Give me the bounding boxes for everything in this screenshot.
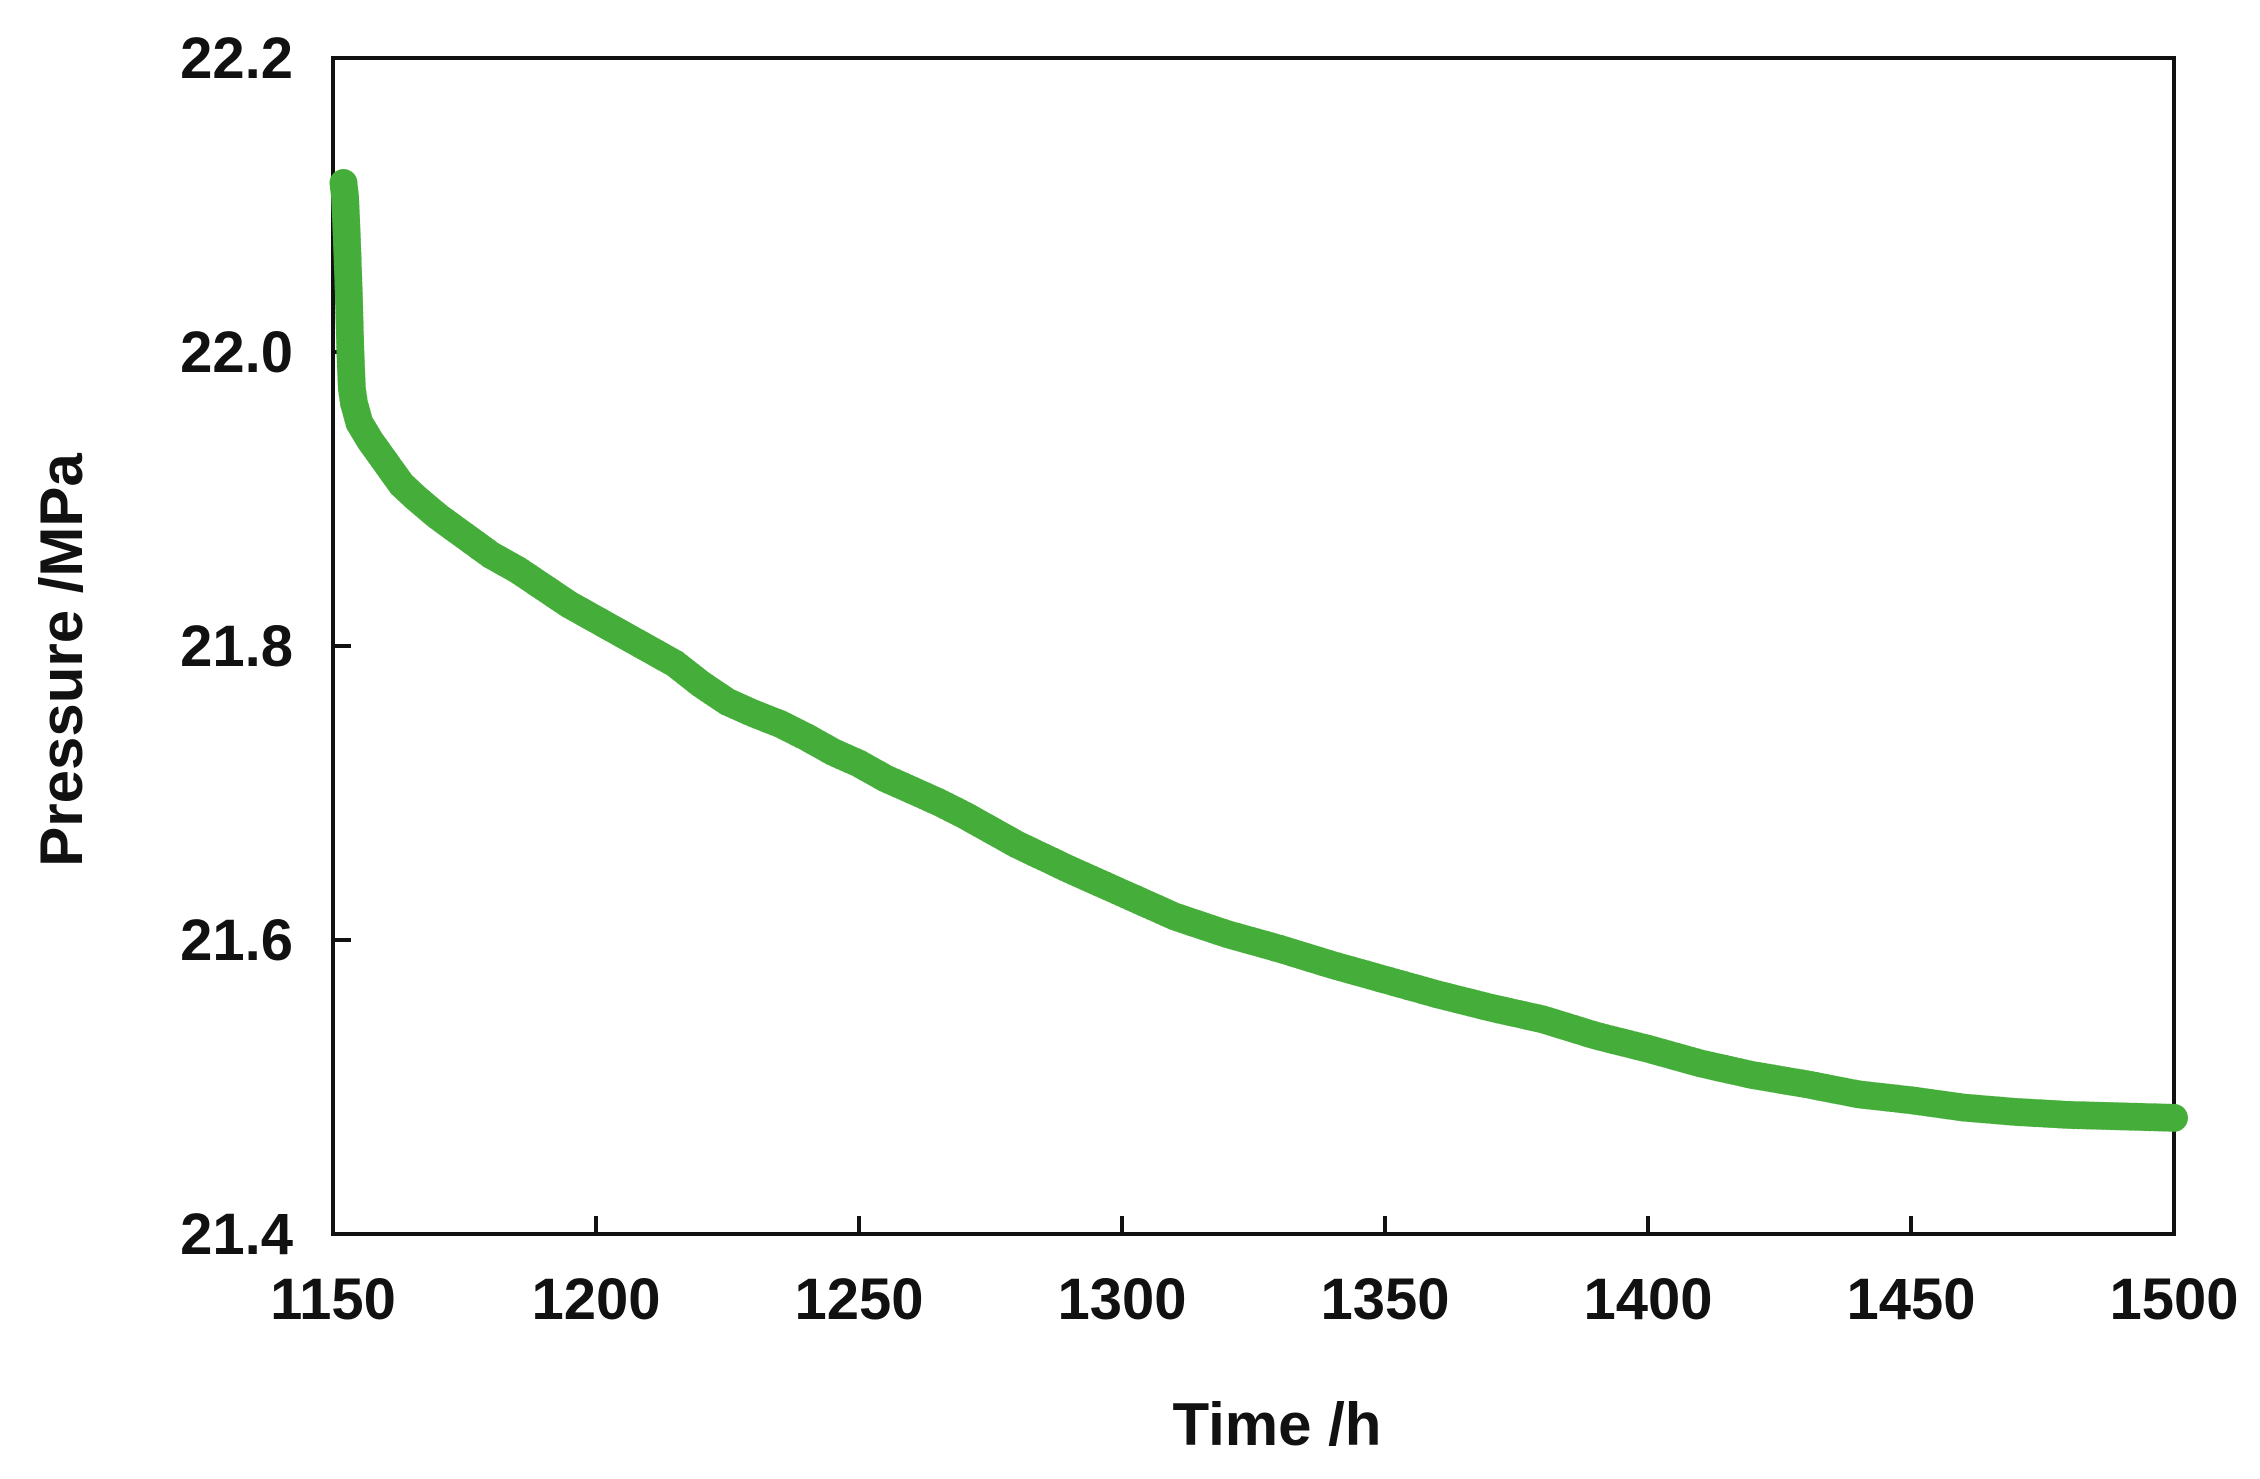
y-tick-label: 22.2	[180, 26, 293, 91]
y-tick-label: 21.8	[180, 614, 293, 679]
x-axis-title: Time /h	[1173, 1391, 1382, 1458]
x-tick-label: 1450	[1846, 1267, 1975, 1332]
x-tick-label: 1500	[2109, 1267, 2238, 1332]
y-tick-label: 22.0	[180, 320, 293, 385]
y-axis-tick-labels: 21.4 21.6 21.8 22.0 22.2	[180, 26, 293, 1267]
data-point	[2160, 1103, 2188, 1132]
x-axis-ticks	[331, 1216, 2176, 1234]
x-tick-label: 1250	[794, 1267, 923, 1332]
data-series	[329, 169, 2188, 1132]
x-tick-label: 1200	[531, 1267, 660, 1332]
x-tick-label: 1350	[1320, 1267, 1449, 1332]
x-tick-label: 1150	[270, 1267, 396, 1332]
x-axis-tick-labels: 1150 1200 1250 1300 1350 1400 1450 1500	[270, 1267, 2238, 1332]
x-tick-label: 1300	[1057, 1267, 1186, 1332]
y-tick-label: 21.4	[180, 1202, 293, 1267]
y-axis-title: Pressure /MPa	[28, 453, 95, 867]
plot-frame	[331, 56, 2176, 1236]
x-tick-label: 1400	[1583, 1267, 1712, 1332]
y-tick-label: 21.6	[180, 908, 293, 973]
